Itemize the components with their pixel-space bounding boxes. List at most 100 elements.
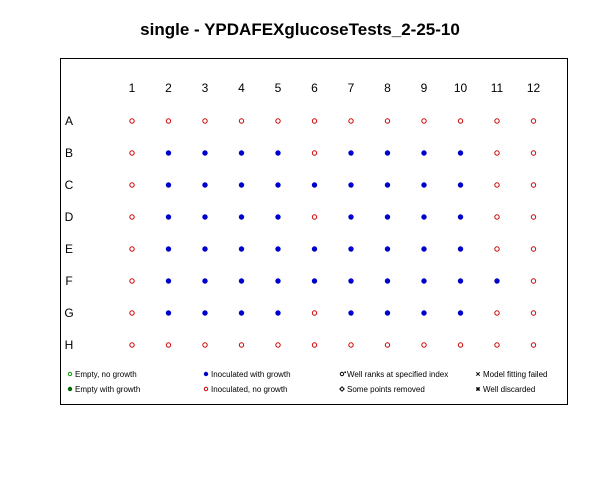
well-point <box>348 246 354 252</box>
legend-label: Inoculated with growth <box>211 370 291 379</box>
well-point <box>457 246 464 252</box>
row-label: F <box>65 274 72 288</box>
well-point <box>202 246 208 252</box>
row-label: C <box>65 178 74 192</box>
well-point <box>384 310 391 316</box>
well-point <box>311 150 318 156</box>
well-point <box>384 246 391 252</box>
well-point <box>311 342 318 348</box>
well-point <box>348 214 354 220</box>
well-point <box>421 278 427 284</box>
row-label: B <box>65 146 73 160</box>
column-label: 6 <box>311 81 318 95</box>
well-point <box>165 246 172 252</box>
well-point <box>348 118 354 124</box>
well-point <box>202 214 208 220</box>
well-point <box>165 118 172 124</box>
column-label: 10 <box>454 81 468 95</box>
well-point <box>129 214 135 220</box>
well-point <box>494 278 500 284</box>
well-point <box>311 214 318 220</box>
well-point <box>348 150 354 156</box>
well-point <box>494 118 500 124</box>
well-point <box>457 342 464 348</box>
chart-title: single - YPDAFEXglucoseTests_2-25-10 <box>140 20 460 39</box>
well-point <box>421 182 427 188</box>
well-point <box>238 310 245 316</box>
well-point <box>238 246 245 252</box>
well-point <box>311 278 318 284</box>
well-point <box>421 246 427 252</box>
well-point <box>202 150 208 156</box>
legend-label: Empty with growth <box>75 385 140 394</box>
column-label: 4 <box>238 81 245 95</box>
legend-symbol <box>339 371 347 377</box>
plot-frame <box>60 58 568 405</box>
well-point <box>494 182 500 188</box>
well-point <box>348 342 354 348</box>
well-point <box>384 214 391 220</box>
well-point <box>275 182 281 188</box>
well-point <box>275 278 281 284</box>
well-point <box>494 214 500 220</box>
legend-label: Model fitting failed <box>483 370 547 379</box>
legend-symbol <box>203 386 209 392</box>
column-label: 9 <box>421 81 428 95</box>
legend-symbol <box>67 371 73 377</box>
well-point <box>530 310 537 316</box>
legend-label: Well discarded <box>483 385 535 394</box>
well-point <box>238 278 245 284</box>
well-point <box>275 310 281 316</box>
well-point <box>421 342 427 348</box>
well-point <box>421 310 427 316</box>
well-point <box>494 342 500 348</box>
well-point <box>530 342 537 348</box>
well-point <box>530 278 537 284</box>
column-label: 1 <box>129 81 136 95</box>
column-label: 3 <box>202 81 209 95</box>
well-point <box>348 278 354 284</box>
well-point <box>457 214 464 220</box>
column-label: 11 <box>491 81 504 95</box>
well-point <box>457 182 464 188</box>
well-point <box>129 246 135 252</box>
legend-symbol <box>475 386 481 392</box>
well-point <box>202 118 208 124</box>
well-point <box>494 310 500 316</box>
well-point <box>129 278 135 284</box>
well-point <box>165 278 172 284</box>
well-point <box>384 182 391 188</box>
well-point <box>129 150 135 156</box>
well-point <box>238 342 245 348</box>
well-point <box>165 342 172 348</box>
well-point <box>238 118 245 124</box>
well-point <box>384 342 391 348</box>
well-point <box>275 150 281 156</box>
legend-label: Empty, no growth <box>75 370 137 379</box>
legend-label: Some points removed <box>347 385 425 394</box>
well-point <box>275 342 281 348</box>
well-point <box>348 310 354 316</box>
well-point <box>311 182 318 188</box>
row-label: A <box>65 114 73 128</box>
well-point <box>311 310 318 316</box>
legend-symbol <box>203 371 209 377</box>
well-point <box>275 214 281 220</box>
well-point <box>165 214 172 220</box>
well-point <box>129 118 135 124</box>
legend-label: Well ranks at specified index <box>347 370 448 379</box>
well-point <box>494 150 500 156</box>
well-point <box>238 214 245 220</box>
column-label: 5 <box>275 81 282 95</box>
well-point <box>238 182 245 188</box>
column-label: 2 <box>165 81 172 95</box>
column-label: 7 <box>348 81 355 95</box>
well-point <box>311 118 318 124</box>
well-point <box>202 310 208 316</box>
well-point <box>530 214 537 220</box>
column-label: 12 <box>527 81 541 95</box>
well-point <box>348 182 354 188</box>
well-point <box>457 310 464 316</box>
well-point <box>384 150 391 156</box>
